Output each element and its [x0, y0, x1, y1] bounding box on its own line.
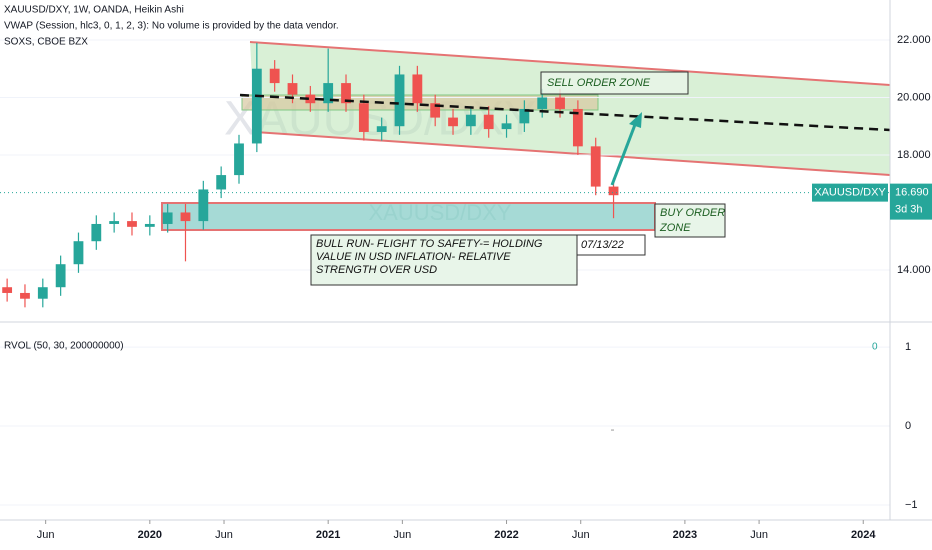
- note-text: BULL RUN- FLIGHT TO SAFETY-= HOLDING: [316, 238, 543, 250]
- candle-body: [412, 74, 423, 104]
- note-text: ZONE: [659, 222, 691, 234]
- x-tick-label: 2022: [494, 529, 518, 541]
- candle-body: [305, 94, 316, 104]
- note-text: 07/13/22: [581, 239, 624, 251]
- header: XAUUSD/DXY, 1W, OANDA, Heikin Ashi: [4, 5, 184, 16]
- header: VWAP (Session, hlc3, 0, 1, 2, 3): No vol…: [4, 21, 339, 32]
- channel-bottom: [254, 131, 891, 176]
- candle-body: [251, 68, 262, 144]
- x-tick-label: 2020: [138, 529, 162, 541]
- arrow: [610, 121, 638, 186]
- candle-body: [555, 97, 565, 109]
- candle-body: [144, 223, 155, 227]
- candle-body: [501, 123, 512, 130]
- candle-body: [483, 114, 494, 130]
- x-tick-label: Jun: [572, 529, 590, 541]
- candle-body: [269, 68, 280, 84]
- candle-body: [358, 103, 369, 132]
- note-box: [576, 234, 646, 256]
- candle-body: [465, 114, 476, 127]
- note-text: SELL ORDER ZONE: [547, 77, 651, 89]
- candle-body: [91, 223, 102, 242]
- candle-body: [323, 83, 334, 104]
- note-text: VALUE IN USD INFLATION- RELATIVE: [316, 251, 511, 263]
- note-text: BUY ORDER: [660, 207, 725, 219]
- price-tag: [812, 183, 888, 202]
- candle-body: [519, 108, 530, 124]
- countdown: 3d 3h: [895, 204, 923, 216]
- note-box: [654, 203, 726, 238]
- buy-zone: [161, 202, 656, 231]
- candle-body: [448, 117, 458, 127]
- x-tick-label: Jun: [750, 529, 768, 541]
- candle-body: [73, 241, 84, 265]
- header: RVOL (50, 30, 200000000): [4, 341, 124, 352]
- x-tick-label: Jun: [393, 529, 411, 541]
- x-tick-label: Jun: [37, 529, 55, 541]
- rvol-value: 0: [872, 342, 878, 353]
- candle-body: [608, 186, 619, 196]
- candle-body: [127, 221, 137, 227]
- note-box: [310, 234, 578, 286]
- midline: [239, 93, 891, 132]
- candle-body: [234, 143, 244, 176]
- candle-body: [572, 108, 583, 147]
- note-box: [540, 71, 689, 95]
- candle-body: [430, 103, 441, 118]
- note-text: STRENGTH OVER USD: [316, 264, 437, 276]
- candle-body: [20, 292, 30, 299]
- channel-top: [249, 41, 891, 86]
- y-tick-label: 14.000: [897, 264, 931, 276]
- candle-body: [216, 175, 227, 190]
- candle-body: [2, 287, 13, 293]
- candle-body: [55, 264, 66, 288]
- x-tick-label: 2024: [851, 529, 876, 541]
- candle-body: [341, 83, 351, 104]
- price-tag-symbol: XAUUSD/DXY: [814, 187, 886, 199]
- candle-body: [198, 189, 209, 222]
- x-tick-label: 2021: [316, 529, 340, 541]
- x-tick-label: Jun: [215, 529, 233, 541]
- header: SOXS, CBOE BZX: [4, 37, 88, 48]
- x-tick-label: 2023: [673, 529, 697, 541]
- y-tick-label: 0: [905, 420, 911, 432]
- candle-body: [590, 146, 601, 187]
- candle-body: [162, 212, 173, 224]
- candle-body: [37, 287, 48, 299]
- candle-body: [376, 126, 387, 132]
- candle-body: [287, 83, 298, 95]
- y-tick-label: −1: [905, 499, 918, 511]
- y-tick-label: 22.000: [897, 34, 931, 46]
- candle-body: [180, 212, 191, 222]
- price-tag: [890, 183, 932, 220]
- arrow-head: [629, 112, 642, 128]
- price-tag-value: 16.690: [895, 187, 929, 199]
- y-tick-label: 1: [905, 341, 911, 353]
- y-tick-label: 18.000: [897, 149, 931, 161]
- candle-body: [109, 221, 120, 224]
- candle-body: [394, 74, 405, 127]
- candle-body: [537, 97, 548, 109]
- y-tick-label: 20.000: [897, 91, 931, 103]
